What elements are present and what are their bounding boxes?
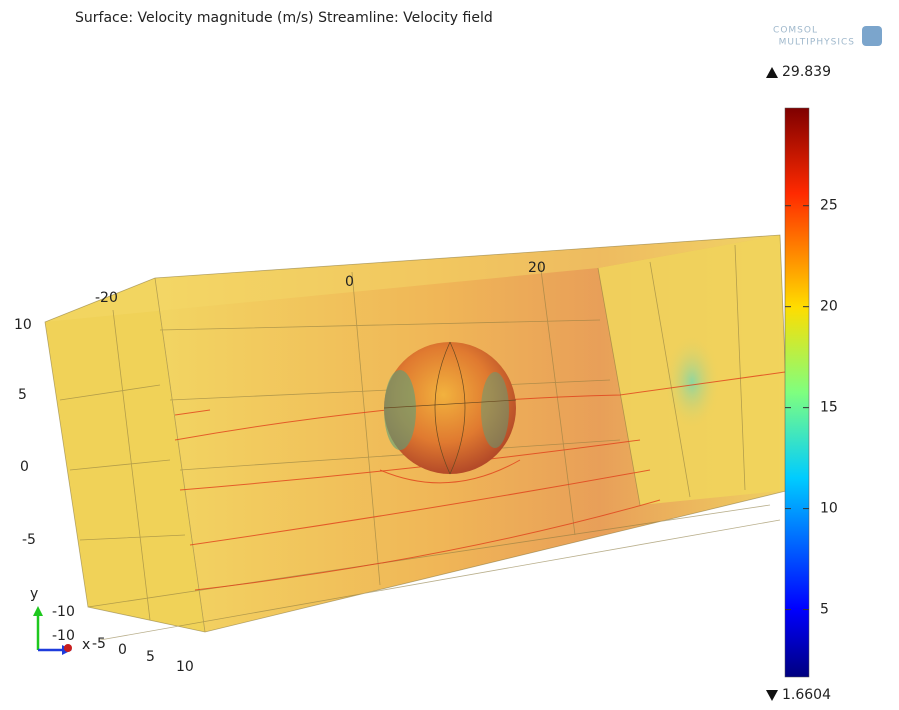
axis-tick-label: -10	[52, 628, 75, 644]
colorbar-tick-label: 10	[820, 501, 838, 517]
logo-icon	[862, 26, 882, 46]
triad-label: y	[30, 586, 38, 602]
axis-tick-label: 10	[14, 317, 32, 333]
colorbar-tick-label: 25	[820, 198, 838, 214]
axis-tick-label: 0	[118, 642, 127, 658]
sphere	[384, 342, 516, 474]
axis-tick-label: 0	[345, 274, 354, 290]
plot-title: Surface: Velocity magnitude (m/s) Stream…	[75, 10, 493, 26]
colorbar-tick-label: 5	[820, 602, 829, 618]
plot-window: Surface: Velocity magnitude (m/s) Stream…	[0, 0, 899, 710]
axis-tick-label: 5	[18, 387, 27, 403]
colorbar-tick-label: 20	[820, 299, 838, 315]
logo-line: MULTIPHYSICS	[779, 38, 855, 48]
colorbar	[785, 108, 809, 677]
axis-tick-label: 0	[20, 459, 29, 475]
logo-line: COMSOL	[773, 26, 818, 36]
axis-tick-label: 10	[176, 659, 194, 675]
axis-tick-label: -5	[22, 532, 36, 548]
max-marker	[766, 67, 778, 78]
axis-tick-label: 5	[146, 649, 155, 665]
axis-tick-label: -10	[52, 604, 75, 620]
axis-tick-label: -5	[92, 636, 106, 652]
axis-tick-label: -20	[95, 290, 118, 306]
colorbar-max: 29.839	[782, 64, 831, 80]
axis-tick-label: 20	[528, 260, 546, 276]
colorbar-min: 1.6604	[782, 687, 831, 703]
colorbar-tick-label: 15	[820, 400, 838, 416]
triad-label: x	[82, 637, 90, 653]
min-marker	[766, 690, 778, 701]
